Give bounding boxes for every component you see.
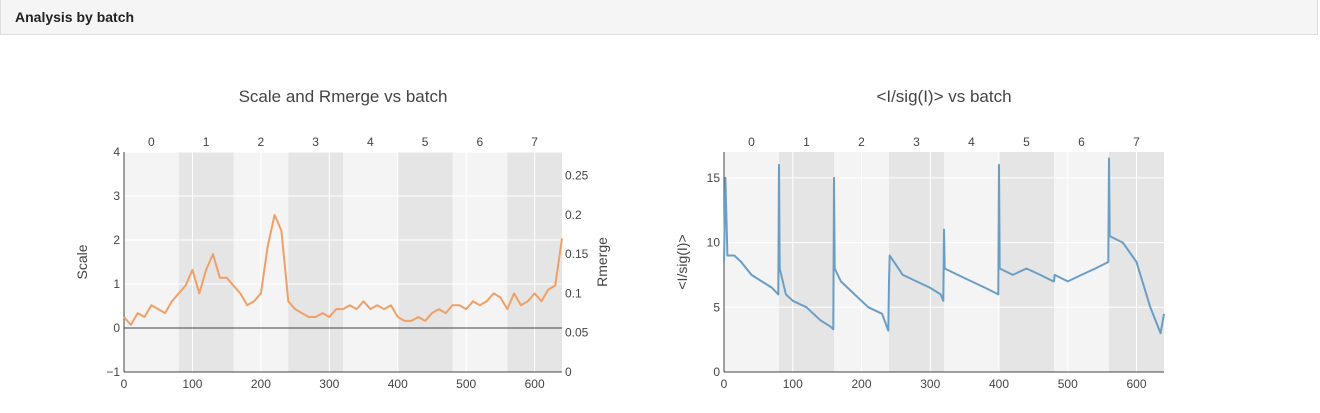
chart2-series-line-0: [723, 157, 1165, 335]
chart2-title: <I/sig(I)> vs batch: [876, 87, 1011, 106]
chart1-batch-label-3: 3: [312, 135, 319, 149]
chart2-xtick-1: 100: [783, 377, 803, 391]
chart2-batch-band-3: [889, 152, 944, 372]
chart1-y2tick-1: 0.05: [565, 326, 589, 340]
chart2-batch-label-6: 6: [1078, 135, 1085, 149]
chart1-xtick-6: 600: [525, 377, 545, 391]
chart2-batch-label-3: 3: [913, 135, 920, 149]
chart2-batch-band-1: [779, 152, 834, 372]
chart2-ytick-3: 15: [707, 171, 721, 185]
chart2-xtick-0: 0: [721, 377, 728, 391]
chart1-batch-label-4: 4: [367, 135, 374, 149]
chart2-batch-label-5: 5: [1023, 135, 1030, 149]
chart1-ytick-5: 4: [113, 145, 120, 159]
chart2-xtick-3: 300: [920, 377, 940, 391]
chart1-batch-band-1: [178, 152, 234, 372]
chart2-batch-label-0: 0: [748, 135, 755, 149]
chart1-batch-band-5: [397, 152, 453, 372]
chart2: 0 1 2 3 4 5 6 7 0 100 200 300 400 500 600 0 5 10 15 <I/sig(…: [674, 87, 1165, 391]
chart1-xtick-3: 300: [319, 377, 339, 391]
panel-header: Analysis by batch: [0, 0, 1318, 35]
chart1-xtick-0: 0: [121, 377, 128, 391]
chart1-series-line-0: [123, 213, 563, 326]
chart1-y2tick-4: 0.2: [565, 208, 582, 222]
chart1-batch-band-3: [288, 152, 343, 372]
chart1-ylabel: Scale: [74, 244, 90, 279]
chart2-ytick-2: 10: [707, 236, 721, 250]
chart1-y2tick-5: 0.25: [565, 169, 589, 183]
chart1-y2label: Rmerge: [594, 237, 610, 287]
chart2-batch-label-4: 4: [968, 135, 975, 149]
chart2-batch-label-7: 7: [1133, 135, 1140, 149]
chart1-batch-label-6: 6: [477, 135, 484, 149]
chart1-xtick-2: 200: [251, 377, 271, 391]
chart1-batch-band-6: [452, 152, 508, 372]
chart2-xtick-2: 200: [851, 377, 871, 391]
chart1-ytick-4: 3: [113, 189, 120, 203]
chart1-xtick-4: 400: [388, 377, 408, 391]
chart2-ytick-1: 5: [713, 300, 720, 314]
chart2-batch-band-5: [999, 152, 1054, 372]
chart2-batch-band-6: [1054, 152, 1109, 372]
chart2-ylabel: <I/sig(I)>: [674, 234, 690, 289]
chart2-xtick-5: 500: [1058, 377, 1078, 391]
chart1-batch-band-0: [124, 152, 179, 372]
chart2-xtick-6: 600: [1126, 377, 1146, 391]
chart1-batch-band-4: [343, 152, 398, 372]
chart1-batch-label-2: 2: [258, 135, 265, 149]
chart1-ytick-1: 0: [113, 321, 120, 335]
chart1-ytick-0: −1: [106, 365, 120, 379]
chart2-batch-band-0: [724, 152, 779, 372]
chart1-y2tick-3: 0.15: [565, 247, 589, 261]
chart1-title: Scale and Rmerge vs batch: [239, 87, 448, 106]
panel-title: Analysis by batch: [15, 9, 135, 25]
chart2-batch-label-1: 1: [803, 135, 810, 149]
chart1-batch-label-7: 7: [531, 135, 538, 149]
chart2-xtick-4: 400: [989, 377, 1009, 391]
chart1-xtick-1: 100: [182, 377, 202, 391]
chart1-batch-label-5: 5: [422, 135, 429, 149]
chart1-ytick-2: 1: [113, 277, 120, 291]
chart1: 0 1 2 3 4 5 6 70 100 200 300 400 500 600−10123400.050…: [74, 87, 610, 391]
chart1-y2tick-2: 0.1: [565, 286, 582, 300]
chart1-ytick-3: 2: [113, 233, 120, 247]
chart1-batch-label-1: 1: [203, 135, 210, 149]
chart1-batch-label-0: 0: [148, 135, 155, 149]
chart1-xtick-5: 500: [456, 377, 476, 391]
chart1-y2tick-0: 0: [565, 365, 572, 379]
chart2-ytick-0: 0: [713, 365, 720, 379]
chart2-batch-band-4: [944, 152, 999, 372]
chart2-batch-label-2: 2: [858, 135, 865, 149]
